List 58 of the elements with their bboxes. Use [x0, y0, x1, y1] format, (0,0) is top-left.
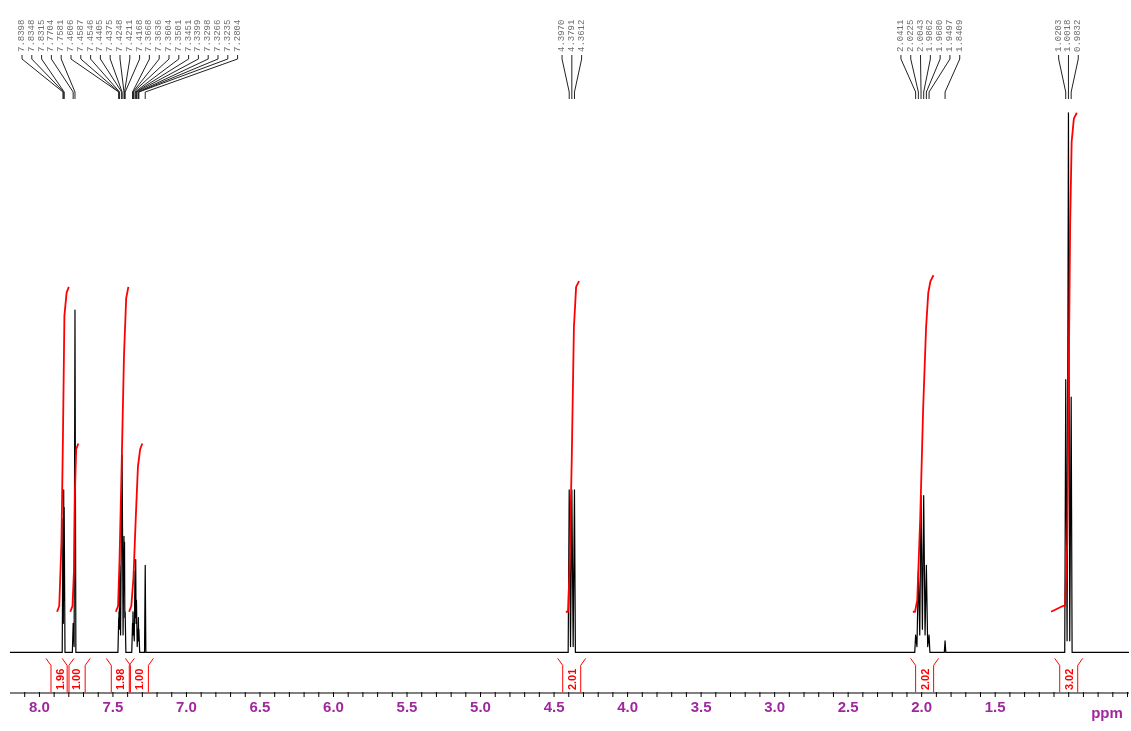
x-axis-title: ppm: [1091, 704, 1123, 721]
annotation: 7.3668: [144, 19, 155, 52]
annotation: 7.8398: [17, 19, 27, 52]
annotation: 2.0411: [895, 19, 906, 52]
annotation: 1.8409: [954, 19, 965, 52]
x-tick-label: 2.0: [911, 698, 933, 715]
annotation: 7.4587: [75, 19, 86, 52]
x-tick-label: 6.0: [323, 698, 344, 715]
annotation: 4.3791: [566, 19, 577, 52]
annotation: 7.7581: [56, 19, 67, 52]
annotation: 7.7704: [46, 19, 57, 52]
annotation: 7.3501: [173, 19, 184, 52]
x-tick-label: 6.5: [249, 698, 271, 715]
annotation: 1.98: [114, 668, 127, 691]
annotation: 7.4606: [66, 19, 76, 52]
annotation: 1.00: [133, 668, 146, 691]
x-tick-label: 1.5: [984, 698, 1006, 715]
annotation: 7.2804: [232, 19, 243, 52]
annotation: 4.3612: [576, 19, 587, 52]
annotation: 2.0043: [915, 19, 926, 52]
annotation: 0.9832: [1073, 19, 1084, 52]
x-tick-label: 4.5: [543, 698, 565, 715]
x-tick-label: 7.0: [176, 698, 197, 715]
annotation: 7.3604: [164, 19, 174, 52]
annotation: 7.4546: [85, 19, 96, 52]
annotation: 7.3298: [203, 19, 214, 52]
annotation: 4.3970: [557, 19, 568, 52]
annotation: 3.02: [1062, 668, 1075, 691]
annotation: 1.0018: [1063, 19, 1074, 52]
annotation: 7.3636: [154, 19, 165, 52]
x-tick-label: 5.5: [396, 698, 418, 715]
annotation: 7.3451: [183, 19, 194, 52]
x-tick-label: 3.0: [764, 698, 786, 715]
annotation: 7.8315: [36, 19, 47, 52]
annotation: 7.3399: [193, 19, 204, 52]
x-tick-label: 4.0: [617, 698, 639, 715]
x-tick-label: 7.5: [102, 698, 124, 715]
annotation: 7.4248: [115, 19, 125, 52]
annotation: 1.0203: [1053, 19, 1064, 52]
annotation: 7.3235: [222, 19, 233, 52]
annotation: 1.9680: [935, 19, 946, 52]
annotation: 7.4375: [105, 19, 116, 52]
annotation: 2.02: [918, 668, 931, 691]
annotation: 7.8348: [26, 19, 37, 52]
annotation: 1.9497: [944, 19, 955, 52]
x-tick-label: 5.0: [470, 698, 491, 715]
annotation: 7.4405: [95, 19, 106, 52]
annotation: 1.96: [53, 668, 66, 691]
annotation: 2.01: [565, 668, 578, 691]
annotation: 2.0225: [905, 19, 916, 52]
annotation: 7.4211: [124, 19, 135, 52]
x-tick-label: 3.5: [690, 698, 712, 715]
annotation: 7.3266: [213, 19, 223, 52]
x-tick-label: 8.0: [28, 698, 50, 715]
annotation: 1.9862: [925, 19, 936, 52]
annotation: 7.4168: [134, 19, 145, 52]
x-tick-label: 2.5: [837, 698, 859, 715]
annotation: 1.00: [70, 668, 83, 691]
